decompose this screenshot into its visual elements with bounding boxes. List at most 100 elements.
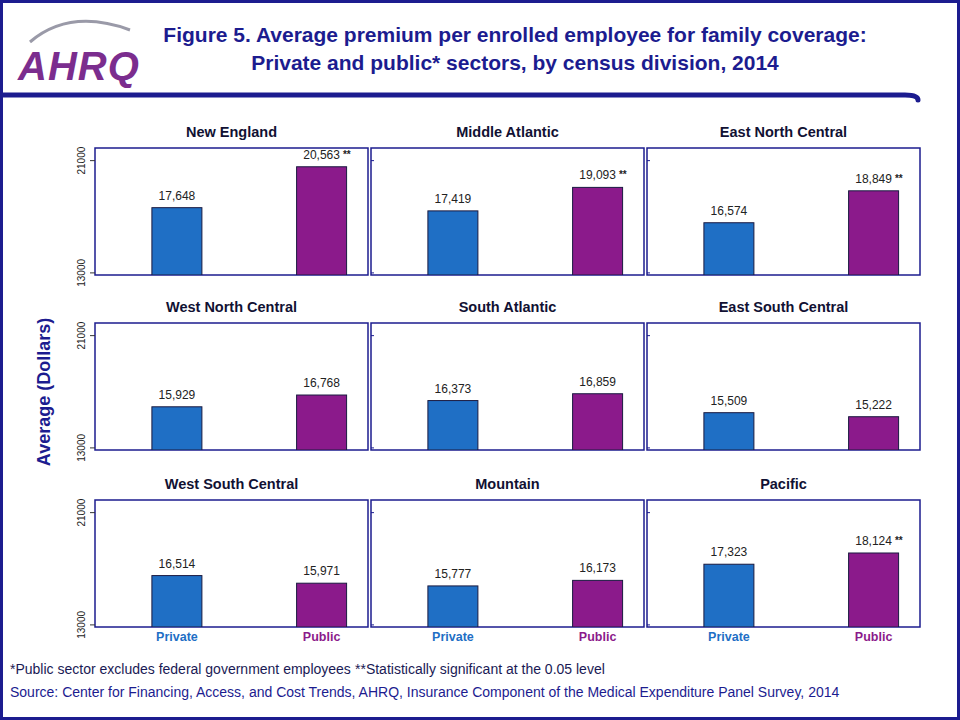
source: Source: Center for Financing, Access, an… xyxy=(10,684,840,700)
x-tick-label: Public xyxy=(855,630,893,644)
data-label: 16,768 xyxy=(303,376,340,390)
panel-title: South Atlantic xyxy=(459,299,557,315)
x-tick-label: Private xyxy=(708,630,750,644)
x-tick-label: Public xyxy=(579,630,617,644)
data-label: 16,373 xyxy=(435,382,472,396)
bar xyxy=(849,417,899,450)
bars xyxy=(704,553,899,627)
bar xyxy=(573,580,623,627)
panel-title: East South Central xyxy=(719,299,849,315)
bar xyxy=(152,576,202,627)
bars xyxy=(704,413,899,450)
panel-title: West North Central xyxy=(166,299,297,315)
logo-arc xyxy=(30,21,130,42)
y-tick xyxy=(90,512,95,513)
panel: West North Central 13000 21000 15,929 16,768 xyxy=(76,299,368,462)
significance-marker: ** xyxy=(619,169,627,180)
y-tick-label: 21000 xyxy=(76,146,87,174)
panel: Middle Atlantic 17,419 19,093** xyxy=(371,124,644,275)
footnote: **Statistically significant at the 0.05 … xyxy=(355,661,605,677)
y-tick-label: 21000 xyxy=(76,321,87,349)
panel: East South Central 15,509 15,222 xyxy=(647,299,920,450)
data-label: 17,323 xyxy=(711,545,748,559)
panel-title: Pacific xyxy=(760,476,807,492)
significance-marker: ** xyxy=(343,149,351,160)
bars xyxy=(152,395,347,450)
data-label: 17,419 xyxy=(435,192,472,206)
bars xyxy=(428,394,623,450)
background xyxy=(0,0,960,720)
bars xyxy=(704,191,899,275)
bar xyxy=(428,586,478,627)
figure: AHRQ Figure 5. Average premium per enroll… xyxy=(0,0,960,720)
data-label: 16,859 xyxy=(579,375,616,389)
logo: AHRQ xyxy=(17,44,140,89)
bar xyxy=(704,223,754,275)
panel: New England130002100017,64820,563** xyxy=(76,124,368,287)
data-label: 15,929 xyxy=(159,388,196,402)
data-label: 15,509 xyxy=(711,394,748,408)
y-axis-label: Average (Dollars) xyxy=(34,318,54,466)
y-tick xyxy=(371,512,374,513)
bars xyxy=(152,576,347,627)
data-label: 18,849 xyxy=(855,172,892,186)
header-rule xyxy=(0,95,918,100)
y-tick-label: 21000 xyxy=(76,498,87,526)
y-tick-label: 13000 xyxy=(76,611,87,639)
significance-marker: ** xyxy=(895,535,903,546)
plot-frame xyxy=(647,148,920,275)
x-tick-label: Private xyxy=(432,630,474,644)
title: Figure 5. Average premium per enrolled e… xyxy=(163,23,866,46)
bar xyxy=(573,394,623,450)
panel: East North Central16,57418,849** xyxy=(647,124,920,275)
y-tick xyxy=(90,160,95,161)
panel-title: West South Central xyxy=(165,476,298,492)
data-label: 15,971 xyxy=(303,564,340,578)
y-tick xyxy=(371,160,374,161)
bars xyxy=(428,187,623,275)
x-tick-label: Public xyxy=(303,630,341,644)
y-tick xyxy=(647,624,650,625)
panel-title: Middle Atlantic xyxy=(456,124,559,140)
data-label: 19,093 xyxy=(579,168,616,182)
bar xyxy=(704,564,754,627)
panel-title: Mountain xyxy=(475,476,539,492)
bar xyxy=(704,413,754,450)
data-label: 16,574 xyxy=(711,204,748,218)
y-tick xyxy=(371,335,374,336)
y-tick xyxy=(371,447,374,448)
plot-frame xyxy=(95,500,368,627)
y-tick-label: 13000 xyxy=(76,259,87,287)
panel: West South Central 13000 21000 16,514 15,971… xyxy=(76,476,368,644)
bar xyxy=(152,407,202,450)
bar xyxy=(152,208,202,275)
data-label: 17,648 xyxy=(159,189,196,203)
y-tick xyxy=(647,160,650,161)
data-label: 16,173 xyxy=(579,561,616,575)
y-tick-label: 13000 xyxy=(76,434,87,462)
panel: South Atlantic 16,373 16,859 xyxy=(371,299,644,450)
y-tick xyxy=(371,272,374,273)
bar xyxy=(849,553,899,627)
data-label: 18,124 xyxy=(855,534,892,548)
y-tick xyxy=(90,624,95,625)
bar xyxy=(428,401,478,450)
significance-marker: ** xyxy=(895,173,903,184)
panel: Pacific 17,323 18,124** Private Public xyxy=(647,476,920,644)
y-tick xyxy=(647,447,650,448)
plot-frame xyxy=(647,323,920,450)
data-label: 16,514 xyxy=(159,557,196,571)
plot-frame xyxy=(371,148,644,275)
bar xyxy=(297,395,347,450)
panel-title: New England xyxy=(186,124,277,140)
plot-frame xyxy=(371,323,644,450)
y-tick xyxy=(647,335,650,336)
border xyxy=(2,2,959,719)
data-label: 15,222 xyxy=(855,398,892,412)
y-tick xyxy=(647,272,650,273)
y-tick xyxy=(371,624,374,625)
plot-frame xyxy=(371,500,644,627)
bar xyxy=(297,167,347,275)
plot-frame xyxy=(95,148,368,275)
x-tick-label: Private xyxy=(156,630,198,644)
